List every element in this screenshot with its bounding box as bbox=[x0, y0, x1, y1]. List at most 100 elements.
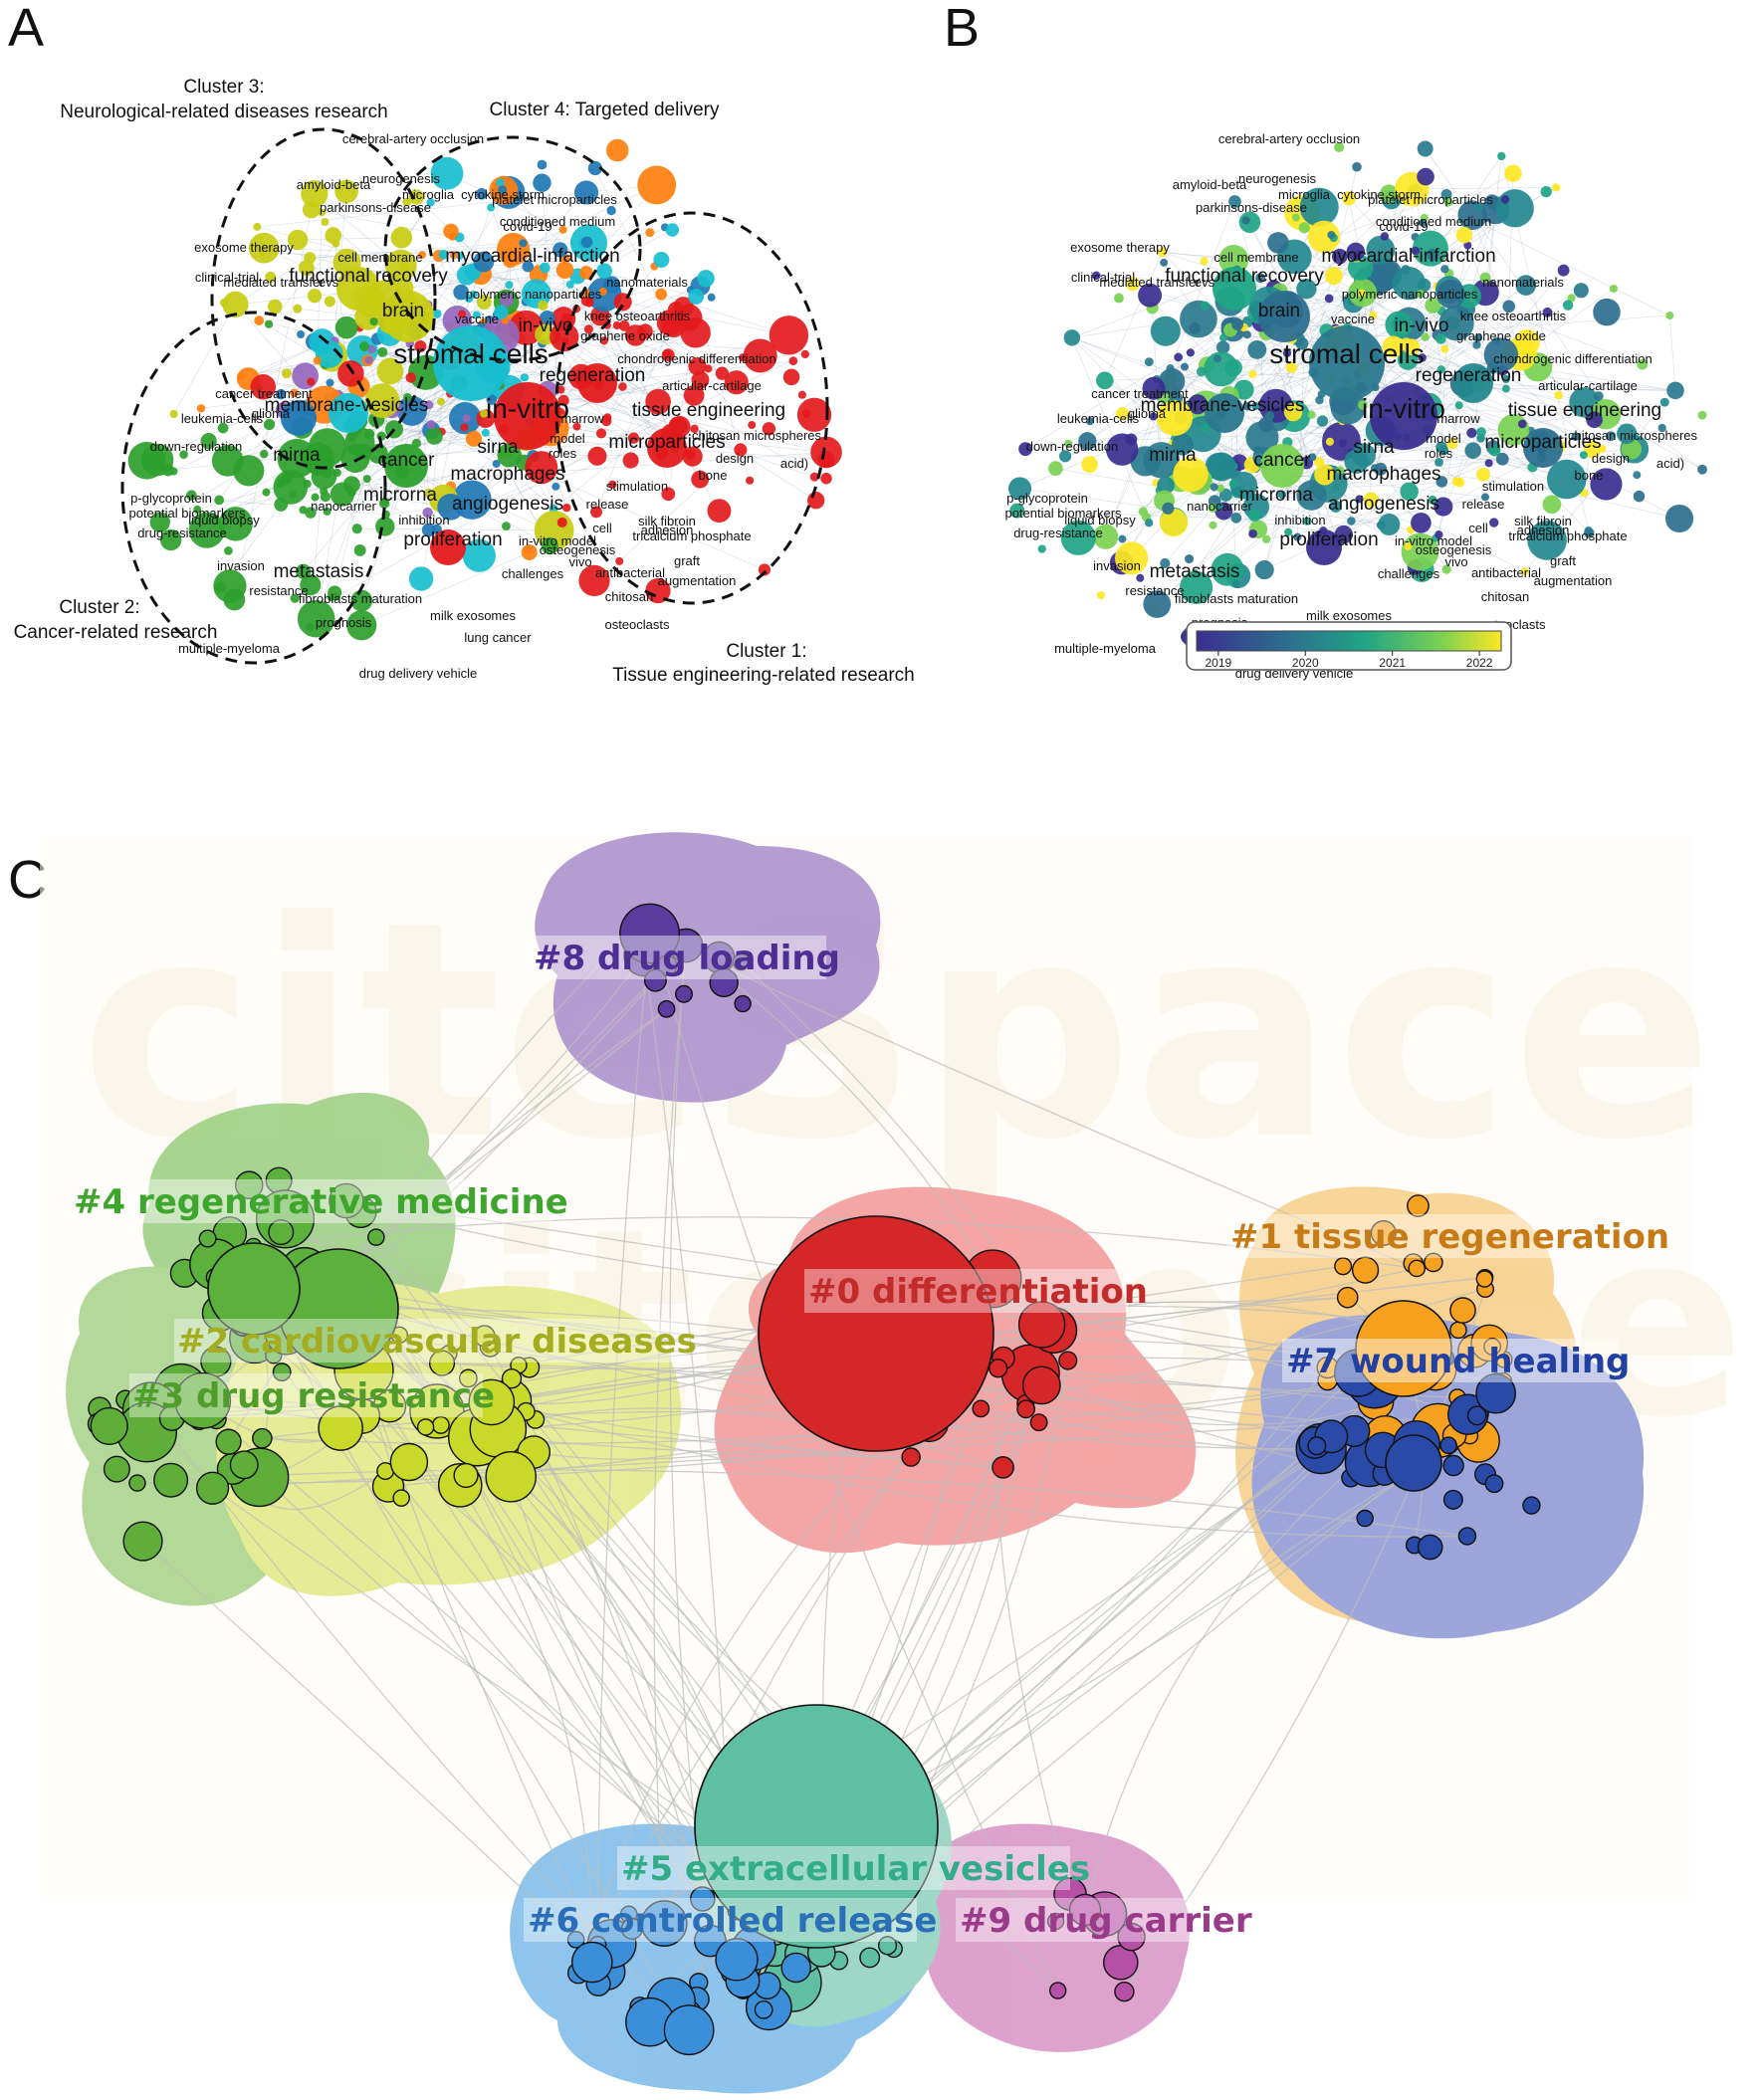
cluster-4-caption: Cluster 4: Targeted delivery bbox=[490, 100, 720, 120]
cluster-label-6: #6 controlled release bbox=[528, 1901, 937, 1941]
panel-a-keyword-label: tricalcium phosphate bbox=[632, 528, 751, 543]
panel-b-node bbox=[1697, 464, 1707, 475]
panel-a-hub-node bbox=[384, 444, 428, 488]
panel-b-node bbox=[1363, 492, 1379, 508]
panel-b-edge bbox=[1482, 474, 1680, 520]
panel-b-keyword-label: inhibition bbox=[1274, 513, 1325, 527]
panel-a-node bbox=[287, 229, 309, 251]
panel-b-node bbox=[1557, 264, 1570, 277]
panel-b-keyword-label: resistance bbox=[1125, 583, 1184, 598]
panel-b-keyword-label: conditioned medium bbox=[1376, 214, 1491, 229]
panel-a-edge bbox=[513, 249, 646, 332]
panel-a-node bbox=[396, 395, 427, 426]
panel-a-keyword-label: nanomaterials bbox=[606, 275, 688, 290]
panel-a-node bbox=[307, 377, 316, 386]
panel-b-node bbox=[1554, 390, 1563, 400]
cluster-label-1: #1 tissue regeneration bbox=[1230, 1217, 1669, 1257]
panel-b-node bbox=[1058, 450, 1072, 463]
panel-a-keyword-label: release bbox=[586, 497, 629, 512]
cluster-1-node bbox=[1370, 1219, 1397, 1246]
panel-b-keyword-label: down-regulation bbox=[1026, 439, 1119, 454]
panel-b-keyword-label: multiple-myeloma bbox=[1054, 641, 1157, 656]
panel-b-edge bbox=[1668, 315, 1676, 391]
panel-a-node bbox=[561, 503, 571, 513]
panel-a-node bbox=[469, 290, 478, 299]
panel-a-node bbox=[377, 346, 388, 357]
panel-a-node bbox=[430, 156, 464, 190]
panel-a-keyword-label: platelet microparticles bbox=[492, 192, 617, 207]
cluster-3-node bbox=[252, 1427, 273, 1449]
panel-a-keyword-label: vaccine bbox=[455, 312, 499, 326]
cluster-1-node bbox=[1334, 1257, 1353, 1276]
panel-a-node bbox=[550, 321, 579, 352]
panel-b-keyword-label: p-glycoprotein bbox=[1006, 491, 1088, 506]
panel-b-node bbox=[1095, 371, 1114, 390]
panel-a-edge bbox=[341, 462, 525, 496]
panel-a-hub-node bbox=[433, 325, 509, 401]
citation-link bbox=[1084, 1448, 1378, 1911]
cluster-8-node bbox=[619, 903, 681, 964]
panel-a-node bbox=[796, 397, 832, 432]
cluster-0-node bbox=[1058, 1351, 1078, 1370]
panel-b-node bbox=[1118, 534, 1127, 543]
panel-b-node bbox=[1666, 381, 1684, 400]
panel-a-node bbox=[298, 260, 315, 277]
panel-b-node bbox=[1445, 437, 1458, 450]
panel-a-node bbox=[580, 236, 593, 249]
panel-b-node bbox=[1497, 151, 1506, 161]
panel-a-node bbox=[281, 368, 292, 379]
panel-a-node bbox=[691, 470, 710, 489]
panel-a-node bbox=[384, 249, 417, 282]
panel-b-keyword-label: chitosan bbox=[1481, 589, 1529, 604]
panel-b-node bbox=[1296, 480, 1327, 511]
panel-b-node bbox=[1440, 344, 1449, 353]
panel-b-node bbox=[1037, 544, 1046, 553]
panel-a-hub-node bbox=[329, 393, 368, 433]
panel-b-node bbox=[1417, 167, 1434, 186]
panel-a-node bbox=[820, 472, 832, 485]
panel-a-keyword-label: covid-19 bbox=[503, 219, 551, 234]
panel-b-node bbox=[1282, 348, 1292, 357]
panel-b-node bbox=[1347, 517, 1356, 525]
panel-b-keyword-label: microrna bbox=[1239, 485, 1313, 506]
cluster-6-node bbox=[640, 1900, 688, 1947]
cluster-7-node bbox=[1442, 1489, 1463, 1510]
panel-b-hub-node bbox=[1205, 393, 1244, 433]
panel-b-keyword-label: parkinsons-disease bbox=[1196, 200, 1307, 215]
cluster-0-node bbox=[972, 1399, 991, 1418]
panel-a-node bbox=[364, 355, 373, 364]
panel-a-edge bbox=[508, 192, 753, 426]
cluster-3-node bbox=[153, 1462, 189, 1498]
panel-b-node bbox=[1166, 364, 1175, 373]
panel-a-node bbox=[217, 422, 229, 434]
panel-a-edge bbox=[595, 309, 677, 513]
panel-b-node bbox=[1191, 569, 1200, 578]
panel-b-node bbox=[1228, 195, 1241, 208]
panel-a-node bbox=[127, 441, 166, 480]
panel-b-node bbox=[1495, 452, 1509, 466]
panel-a-node bbox=[437, 493, 464, 521]
panel-a-keyword-label: bone bbox=[699, 468, 728, 483]
panel-b-keyword-label: stromal cells bbox=[1269, 338, 1425, 369]
panel-a-node bbox=[159, 528, 182, 551]
panel-b-node bbox=[1308, 453, 1317, 462]
panel-a-node bbox=[355, 443, 372, 460]
panel-b-edge bbox=[1234, 201, 1324, 531]
panel-a-node bbox=[363, 428, 375, 440]
panel-b-edge bbox=[1345, 379, 1676, 391]
panel-b-node bbox=[1215, 484, 1225, 493]
panel-a-node bbox=[502, 522, 511, 530]
panel-a-keyword-label: vivo bbox=[568, 554, 591, 569]
panel-b-node bbox=[1063, 329, 1081, 346]
panel-b-node bbox=[1157, 476, 1175, 495]
cluster-3-node bbox=[90, 1406, 128, 1445]
panel-a-keyword-label: prognosis bbox=[316, 615, 372, 630]
panel-a-edge bbox=[274, 306, 315, 342]
panel-b-edge bbox=[1071, 337, 1238, 396]
cluster-9-node bbox=[1114, 1981, 1135, 2002]
panel-a-hub-node bbox=[281, 400, 317, 436]
panel-a-node bbox=[476, 187, 488, 200]
panel-b-node bbox=[1484, 459, 1493, 468]
panel-b-node bbox=[1085, 417, 1094, 426]
colorbar-tick-label: 2021 bbox=[1379, 656, 1406, 670]
